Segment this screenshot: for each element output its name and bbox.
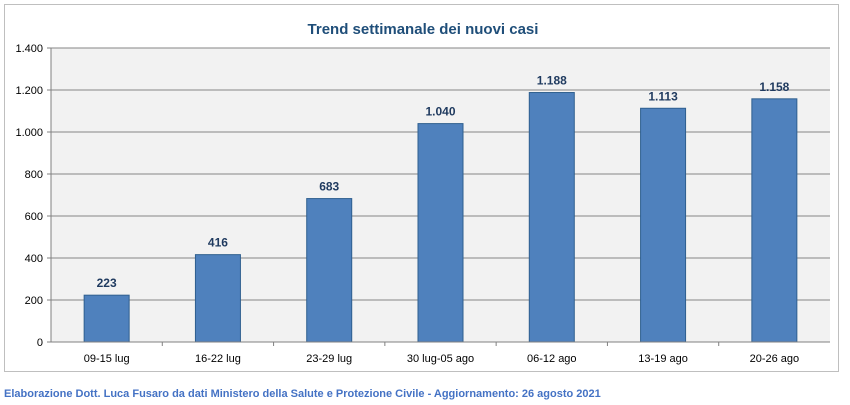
data-labels: 223 416 683 1.040 1.188 1.113 1.158 <box>97 74 790 291</box>
y-tick-label: 1.400 <box>15 43 43 55</box>
y-tick-label: 400 <box>25 253 43 265</box>
x-axis: 09-15 lug 16-22 lug 23-29 lug 30 lug-05 ago… <box>51 341 830 365</box>
data-label: 1.158 <box>759 80 789 94</box>
y-tick-label: 600 <box>25 211 43 223</box>
data-label: 223 <box>97 276 117 290</box>
bar-chart: Trend settimanale dei nuovi casi 223 416 6… <box>15 21 830 365</box>
y-tick-label: 1.000 <box>15 127 43 139</box>
data-label: 416 <box>208 236 228 250</box>
chart-title: Trend settimanale dei nuovi casi <box>308 21 539 38</box>
chart-container: Trend settimanale dei nuovi casi 223 416 6… <box>4 4 839 372</box>
source-footer: Elaborazione Dott. Luca Fusaro da dati M… <box>4 388 601 400</box>
bar <box>83 294 130 343</box>
bar <box>528 92 575 343</box>
bar <box>417 123 464 343</box>
y-tick-label: 200 <box>25 295 43 307</box>
bar <box>640 107 687 343</box>
x-tick-label: 16-22 lug <box>195 353 241 365</box>
bar <box>751 98 798 343</box>
y-tick-label: 0 <box>37 337 43 349</box>
data-label: 1.188 <box>537 74 567 88</box>
bar <box>306 198 353 343</box>
x-tick-label: 20-26 ago <box>750 353 800 365</box>
x-tick-label: 23-29 lug <box>306 353 352 365</box>
data-label: 683 <box>319 180 339 194</box>
y-tick-label: 800 <box>25 169 43 181</box>
x-tick-label: 13-19 ago <box>638 353 688 365</box>
x-tick-label: 09-15 lug <box>84 353 130 365</box>
data-label: 1.113 <box>648 89 678 103</box>
x-tick-label: 30 lug-05 ago <box>407 353 474 365</box>
x-tick-label: 06-12 ago <box>527 353 577 365</box>
data-label: 1.040 <box>425 105 455 119</box>
y-axis: 0 200 400 600 800 1.000 1.200 1.400 <box>15 43 52 349</box>
bar <box>194 254 241 343</box>
y-tick-label: 1.200 <box>15 85 43 97</box>
